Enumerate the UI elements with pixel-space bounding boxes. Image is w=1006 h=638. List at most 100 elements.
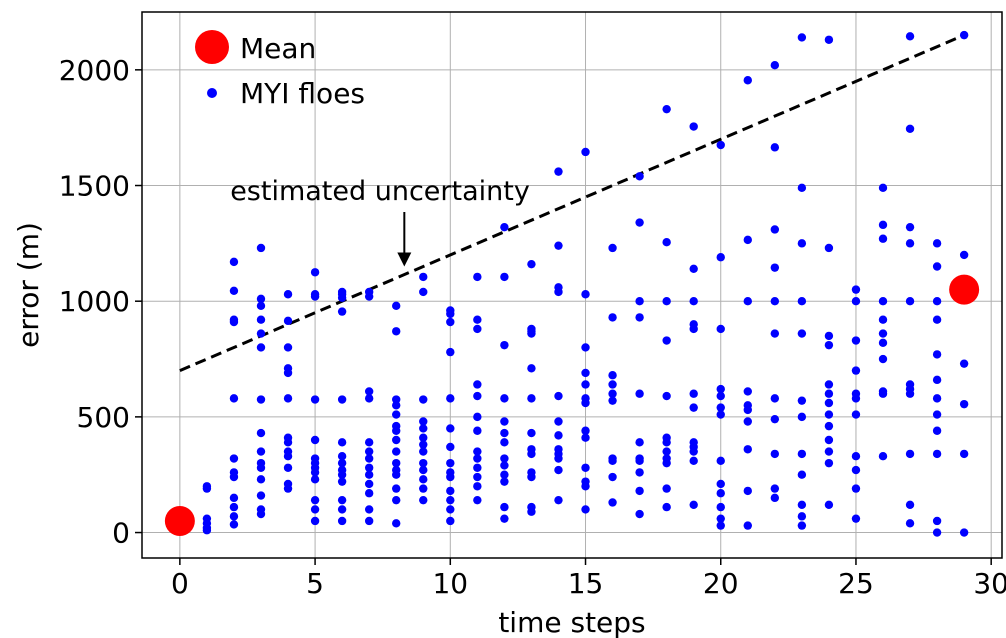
myi-floe-point — [554, 465, 563, 475]
mean-point — [164, 505, 195, 536]
myi-floe-point — [554, 167, 563, 176]
myi-floe-point — [689, 296, 698, 306]
myi-floe-point — [581, 463, 590, 472]
legend-myi-floes-label: MYI floes — [240, 77, 365, 110]
y-tick-label: 2000 — [59, 54, 130, 87]
myi-floe-point — [905, 32, 915, 41]
myi-floe-point — [554, 391, 563, 401]
y-tick-label: 1000 — [59, 285, 130, 318]
myi-floe-point — [662, 391, 671, 401]
myi-floe-point — [932, 426, 942, 435]
myi-floe-point — [878, 220, 888, 230]
myi-floe-point — [608, 243, 617, 253]
myi-floe-point — [689, 447, 698, 456]
myi-floe-point — [473, 380, 482, 389]
myi-floe-point — [932, 410, 942, 419]
legend-mean-label: Mean — [240, 32, 316, 65]
myi-floes-points — [202, 30, 969, 537]
myi-floe-point — [608, 498, 617, 507]
myi-floe-point — [878, 234, 888, 243]
myi-floe-point — [392, 401, 401, 410]
myi-floe-point — [689, 324, 698, 334]
myi-floe-point — [419, 424, 428, 433]
myi-floe-point — [716, 140, 725, 150]
myi-floe-point — [608, 456, 617, 466]
myi-floe-point — [419, 417, 428, 426]
myi-floe-point — [229, 502, 239, 512]
x-tick-label: 30 — [973, 567, 1006, 600]
myi-floe-point — [797, 521, 807, 530]
myi-floe-point — [392, 484, 401, 493]
myi-floe-point — [446, 442, 455, 452]
myi-floe-point — [310, 475, 320, 484]
myi-floe-point — [878, 389, 888, 398]
myi-floe-point — [229, 317, 239, 327]
myi-floe-point — [635, 172, 644, 181]
myi-floe-point — [527, 507, 536, 516]
myi-floe-point — [905, 222, 915, 232]
myi-floe-point — [770, 263, 780, 272]
myi-floe-point — [770, 484, 780, 493]
myi-floe-point — [905, 519, 915, 528]
myi-floe-point — [851, 514, 861, 523]
myi-floe-point — [743, 486, 752, 496]
x-tick-label: 20 — [703, 567, 739, 600]
myi-floe-point — [824, 243, 834, 253]
myi-floe-point — [337, 438, 347, 447]
myi-floe-point — [392, 495, 401, 505]
myi-floe-point — [878, 315, 888, 324]
myi-floe-point — [256, 243, 266, 253]
myi-floe-point — [716, 502, 725, 512]
myi-floe-point — [500, 272, 509, 282]
myi-floe-point — [364, 470, 374, 479]
myi-floe-point — [283, 463, 293, 472]
myi-floe-point — [256, 509, 266, 519]
myi-floe-point — [824, 331, 834, 341]
myi-floe-point — [581, 433, 590, 442]
myi-floe-point — [364, 438, 374, 447]
legend-myi-floes-marker — [207, 88, 217, 98]
myi-floe-point — [446, 472, 455, 482]
myi-floe-point — [283, 452, 293, 461]
myi-floe-point — [473, 391, 482, 401]
myi-floe-point — [851, 452, 861, 461]
myi-floe-point — [689, 264, 698, 274]
myi-floe-point — [527, 364, 536, 373]
myi-floe-point — [716, 324, 725, 334]
myi-floe-point — [716, 253, 725, 262]
myi-floe-point — [824, 500, 834, 509]
x-axis-label: time steps — [498, 606, 645, 638]
x-tick-label: 5 — [306, 567, 324, 600]
myi-floe-point — [716, 489, 725, 498]
myi-floe-point — [851, 285, 861, 294]
myi-floe-point — [500, 470, 509, 479]
myi-floe-point — [446, 486, 455, 496]
myi-floe-point — [527, 449, 536, 459]
myi-floe-point — [337, 293, 347, 302]
myi-floe-point — [716, 456, 725, 466]
myi-floe-point — [635, 456, 644, 466]
myi-floe-point — [500, 340, 509, 350]
myi-floe-point — [419, 433, 428, 442]
myi-floe-point — [824, 458, 834, 468]
myi-floe-point — [716, 514, 725, 523]
myi-floe-point — [716, 403, 725, 412]
myi-floe-point — [229, 512, 239, 521]
myi-floe-point — [419, 272, 428, 282]
myi-floe-point — [608, 389, 617, 398]
legend: Mean MYI floes — [195, 30, 365, 110]
myi-floe-point — [959, 528, 969, 537]
myi-floe-point — [364, 479, 374, 489]
myi-floe-point — [905, 239, 915, 248]
myi-floe-point — [283, 438, 293, 447]
myi-floe-point — [635, 509, 644, 519]
myi-floe-point — [689, 456, 698, 466]
myi-floe-point — [932, 375, 942, 385]
myi-floe-point — [824, 398, 834, 408]
myi-floe-point — [878, 183, 888, 193]
myi-floe-point — [743, 76, 752, 85]
myi-floe-point — [878, 329, 888, 338]
myi-floe-point — [581, 380, 590, 389]
myi-floe-point — [337, 505, 347, 514]
myi-floe-point — [959, 449, 969, 459]
